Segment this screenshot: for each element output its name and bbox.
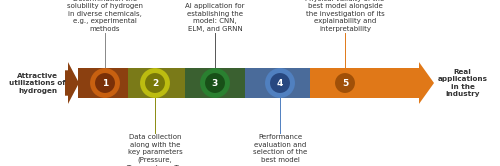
Text: Performance
evaluation and
selection of the
best model: Performance evaluation and selection of … [253,134,307,163]
Text: Attractive
utilizations of
hydrogen: Attractive utilizations of hydrogen [9,73,66,93]
Bar [365,68,420,98]
Ellipse shape [330,68,360,98]
Ellipse shape [205,73,225,93]
Bar [185,68,245,98]
Ellipse shape [95,73,115,93]
Bar [78,68,128,98]
Text: 2: 2 [152,79,158,87]
Text: AI application for
establishing the
model: CNN,
ELM, and GRNN: AI application for establishing the mode… [185,3,245,32]
Text: 1: 1 [102,79,108,87]
Ellipse shape [140,68,170,98]
Ellipse shape [265,68,295,98]
Text: Determination the
solubility of hydrogen
in diverse chemicals,
e.g., experimenta: Determination the solubility of hydrogen… [67,0,143,32]
Ellipse shape [270,73,290,93]
Bar [310,68,365,98]
Text: 5: 5 [342,79,348,87]
Ellipse shape [145,73,165,93]
Text: 3: 3 [212,79,218,87]
FancyArrow shape [65,62,79,104]
Text: Real
applications
in the
industry: Real applications in the industry [438,69,488,97]
Text: 4: 4 [277,79,283,87]
Text: Data collection
along with the
key parameters
(Pressure,
Temperature, Tc,
Pc, Vc: Data collection along with the key param… [126,134,184,166]
Bar [245,68,310,98]
Text: Physical validity of the
best model alongside
the investigation of its
explainab: Physical validity of the best model alon… [306,0,384,32]
Bar [128,68,185,98]
Ellipse shape [90,68,120,98]
Ellipse shape [335,73,355,93]
Ellipse shape [200,68,230,98]
FancyArrow shape [419,62,434,104]
